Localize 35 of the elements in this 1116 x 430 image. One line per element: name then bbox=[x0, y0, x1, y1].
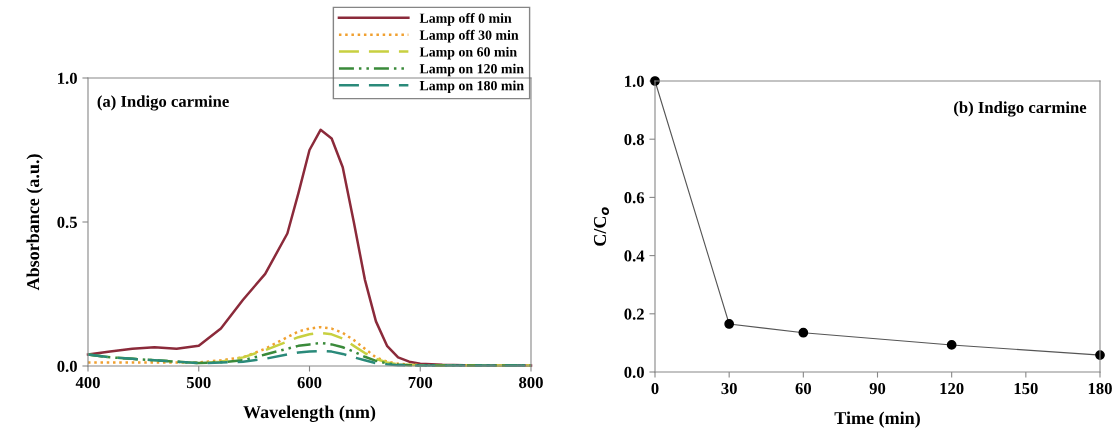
y-tick-label: 0.0 bbox=[57, 360, 77, 373]
legend-label: Lamp on 180 min bbox=[419, 80, 524, 94]
y-axis-title: Absorbance (a.u.) bbox=[26, 154, 43, 291]
legend-label: Lamp on 120 min bbox=[419, 63, 524, 77]
x-tick-label: 30 bbox=[721, 382, 737, 395]
y-tick-label: 0.8 bbox=[624, 133, 645, 146]
y-tick-label: 1.0 bbox=[625, 75, 644, 88]
x-tick-label: 700 bbox=[408, 376, 433, 389]
legend-label: Lamp on 60 min bbox=[419, 46, 517, 60]
x-tick-label: 90 bbox=[869, 382, 886, 395]
y-tick-label: 0.6 bbox=[624, 192, 645, 204]
x-tick-label: 60 bbox=[795, 382, 812, 395]
legend-label: Lamp off 0 min bbox=[419, 12, 512, 26]
legend-label: Lamp off 30 min bbox=[419, 29, 519, 43]
x-tick-label: 0 bbox=[651, 382, 659, 395]
y-tick-label: 1.0 bbox=[58, 72, 77, 85]
x-tick-label: 400 bbox=[75, 376, 100, 389]
x-axis-title: Time (min) bbox=[834, 411, 920, 428]
annotation: (a) Indigo carmine bbox=[97, 95, 229, 111]
point bbox=[798, 327, 809, 338]
x-tick-label: 500 bbox=[186, 376, 211, 389]
x-axis-title: Wavelength (nm) bbox=[243, 405, 376, 422]
x-tick-label: 120 bbox=[940, 382, 964, 395]
point bbox=[946, 340, 957, 350]
point bbox=[724, 319, 735, 329]
y-axis-title: C/C$_{o}$ bbox=[593, 207, 610, 246]
y-tick-label: 0.4 bbox=[624, 250, 645, 262]
x-tick-label: 800 bbox=[519, 376, 543, 389]
x-tick-label: 180 bbox=[1088, 382, 1112, 395]
x-tick-label: 150 bbox=[1014, 382, 1038, 395]
y-tick-label: 0.2 bbox=[624, 308, 644, 320]
annotation: (b) Indigo carmine bbox=[954, 101, 1087, 117]
y-tick-label: 0.0 bbox=[624, 366, 644, 379]
x-tick-label: 600 bbox=[297, 376, 322, 389]
y-tick-label: 0.5 bbox=[57, 216, 77, 229]
